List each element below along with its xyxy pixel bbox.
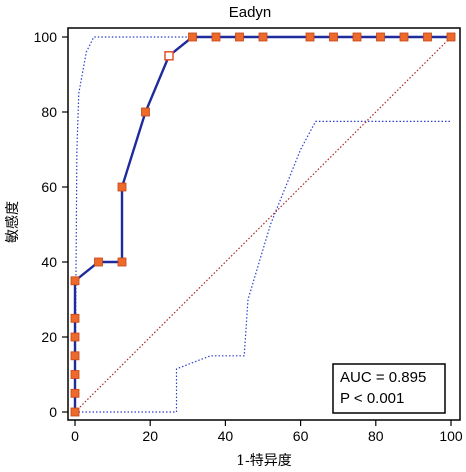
roc-point: [352, 32, 362, 42]
y-tick-label: 80: [41, 104, 57, 120]
p-value: P < 0.001: [340, 390, 404, 407]
y-tick-label: 60: [41, 179, 57, 195]
reference-line: [74, 36, 452, 413]
roc-point: [70, 351, 80, 361]
roc-curve: [73, 35, 451, 412]
x-tick-label: 0: [71, 428, 79, 444]
y-tick-label: 40: [41, 254, 57, 270]
y-axis-ticks: 0 20 40 60 80 100: [34, 29, 68, 420]
x-tick-label: 100: [439, 428, 463, 444]
ci-upper-line: [74, 36, 451, 413]
y-tick-label: 0: [49, 404, 57, 420]
auc-box-frame: [332, 363, 446, 414]
auc-box: AUC = 0.895 P < 0.001: [332, 363, 446, 414]
roc-point: [70, 370, 80, 379]
y-axis-label: 敏感度: [4, 201, 21, 243]
y-tick-label: 100: [34, 29, 58, 45]
roc-point: [70, 276, 80, 286]
auc-value: AUC = 0.895: [340, 369, 426, 386]
roc-point: [141, 107, 150, 117]
x-axis-ticks: 0 20 40 60 80 100: [71, 420, 463, 444]
roc-point: [94, 257, 103, 267]
roc-point: [329, 32, 338, 42]
roc-point: [117, 182, 127, 192]
y-tick-label: 20: [41, 329, 57, 345]
roc-point: [188, 32, 197, 42]
x-axis-label: 1-特异度: [236, 453, 292, 469]
roc-point: [70, 388, 80, 398]
roc-point: [305, 32, 315, 42]
x-tick-label: 60: [293, 428, 309, 444]
roc-point: [211, 32, 221, 42]
ci-lower-line: [75, 120, 451, 413]
roc-point: [235, 32, 244, 42]
roc-point: [258, 32, 268, 42]
roc-point: [446, 32, 456, 42]
roc-markers: [70, 32, 456, 417]
roc-point: [423, 32, 432, 42]
roc-curve-line: [73, 35, 451, 412]
roc-point: [70, 313, 80, 323]
chart-title: Eadyn: [229, 4, 272, 21]
x-tick-label: 20: [142, 428, 158, 444]
roc-point: [70, 407, 80, 417]
roc-point: [70, 332, 80, 342]
x-tick-label: 80: [368, 428, 384, 444]
roc-point-highlighted: [164, 51, 174, 61]
diagonal-reference-line: [74, 36, 452, 413]
x-tick-label: 40: [218, 428, 234, 444]
roc-point: [399, 32, 409, 42]
confidence-bounds: [74, 36, 451, 413]
roc-point: [376, 32, 385, 42]
plot-frame: [67, 27, 461, 421]
roc-point: [117, 257, 127, 267]
